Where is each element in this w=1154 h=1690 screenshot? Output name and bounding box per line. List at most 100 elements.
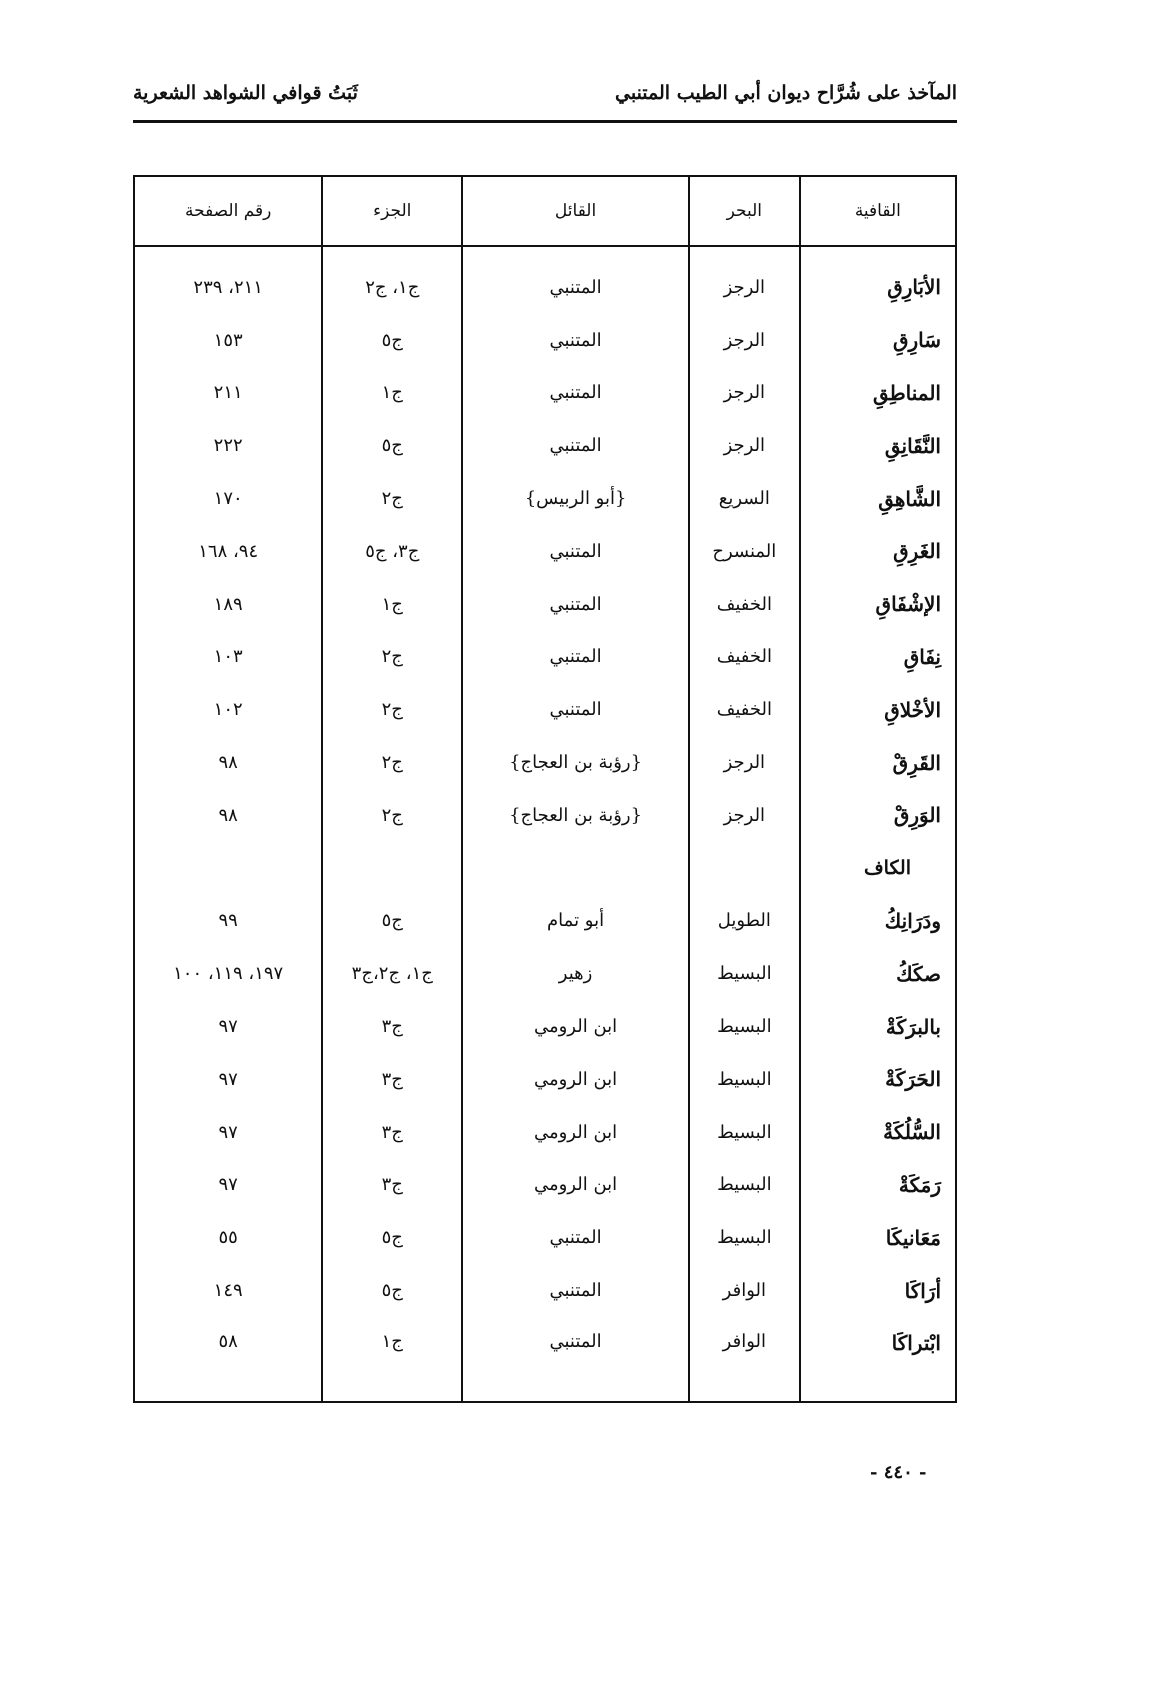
page-cell: ٢١١ <box>132 366 324 420</box>
qafia-cell: سَارِقِ <box>798 313 958 367</box>
juz-cell: ج٣ <box>321 1158 464 1212</box>
column-header-page: رقم الصفحة <box>132 175 324 247</box>
juz-cell: ج٣، ج٥ <box>321 524 464 578</box>
juz-cell: ج٢ <box>321 630 464 684</box>
bahr-cell: البسيط <box>687 1052 801 1106</box>
bahr-cell: البسيط <box>687 1211 801 1265</box>
qail-cell: ابن الرومي <box>461 1000 690 1053</box>
table-row: الأخْلاقِ الخفيف المتنبي ج٢ ١٠٢ <box>132 683 958 737</box>
juz-cell: ج٢ <box>321 683 464 737</box>
juz-cell: ج٥ <box>321 419 464 473</box>
qafia-cell: الحَرَكَةْ <box>798 1052 958 1106</box>
juz-cell: ج١، ج٢،ج٣ <box>321 947 464 1001</box>
table-row: بالبرَكَةْ البسيط ابن الرومي ج٣ ٩٧ <box>132 1000 958 1053</box>
page-cell: ١٠٣ <box>132 630 324 684</box>
qafia-cell: الشَّاهِقِ <box>798 472 958 525</box>
table-row: المناطِقِ الرجز المتنبي ج١ ٢١١ <box>132 366 958 420</box>
qail-cell: المتنبي <box>461 1211 690 1265</box>
qail-cell: المتنبي <box>461 1264 690 1317</box>
juz-cell: ج١، ج٢ <box>321 246 464 314</box>
qail-cell: المتنبي <box>461 1316 690 1402</box>
qafia-cell: النَّقَانِقِ <box>798 419 958 473</box>
page-cell: ١٤٩ <box>132 1264 324 1317</box>
bahr-cell: البسيط <box>687 1105 801 1159</box>
running-header-section-title: ثَبَتُ قوافي الشواهد الشعرية <box>133 82 358 104</box>
page-cell: ١٥٣ <box>132 313 324 367</box>
qafia-cell: مَعَانيكَا <box>798 1211 958 1265</box>
section-heading: الكاف <box>798 841 958 895</box>
qafia-cell: القَرِقْ <box>798 736 958 789</box>
table-row: السُّلُكَةْ البسيط ابن الرومي ج٣ ٩٧ <box>132 1105 958 1159</box>
juz-cell: ج٥ <box>321 1211 464 1265</box>
page-cell: ٩٨ <box>132 736 324 789</box>
qafia-cell: أرَاكَا <box>798 1264 958 1317</box>
table-row: الشَّاهِقِ السريع {أبو الربيس} ج٢ ١٧٠ <box>132 472 958 525</box>
column-header-juz: الجزء <box>321 175 464 247</box>
qafia-cell: رَمَكَةْ <box>798 1158 958 1212</box>
juz-cell: ج٣ <box>321 1105 464 1159</box>
bahr-cell: المنسرح <box>687 524 801 578</box>
bahr-cell: الخفيف <box>687 577 801 631</box>
qail-cell: ابن الرومي <box>461 1158 690 1212</box>
table-row: الأبَارِقِ الرجز المتنبي ج١، ج٢ ٢١١، ٢٣٩ <box>132 246 958 314</box>
table-row: الإشْفَاقِ الخفيف المتنبي ج١ ١٨٩ <box>132 577 958 631</box>
qail-cell: المتنبي <box>461 246 690 314</box>
table-row: الحَرَكَةْ البسيط ابن الرومي ج٣ ٩٧ <box>132 1052 958 1106</box>
bahr-cell: الرجز <box>687 736 801 789</box>
bahr-cell: الرجز <box>687 366 801 420</box>
page-cell: ١٧٠ <box>132 472 324 525</box>
bahr-cell: الوافر <box>687 1316 801 1402</box>
page-cell: ٩٨ <box>132 788 324 842</box>
page-cell: ٥٨ <box>132 1316 324 1402</box>
bahr-cell: الخفيف <box>687 630 801 684</box>
table-row: أرَاكَا الوافر المتنبي ج٥ ١٤٩ <box>132 1264 958 1317</box>
qail-cell: المتنبي <box>461 366 690 420</box>
qafia-cell: صكَكُ <box>798 947 958 1001</box>
table-row: ودَرَانِكُ الطويل أبو تمام ج٥ ٩٩ <box>132 894 958 948</box>
qafia-cell: المناطِقِ <box>798 366 958 420</box>
qail-cell: أبو تمام <box>461 894 690 948</box>
qail-cell: {رؤبة بن العجاج} <box>461 736 690 789</box>
bahr-cell: البسيط <box>687 1158 801 1212</box>
bahr-cell: البسيط <box>687 947 801 1001</box>
qail-cell: ابن الرومي <box>461 1052 690 1106</box>
juz-cell: ج٥ <box>321 894 464 948</box>
bahr-cell: الرجز <box>687 788 801 842</box>
qafia-cell: الإشْفَاقِ <box>798 577 958 631</box>
juz-cell: ج١ <box>321 1316 464 1402</box>
table-row: الغَرِقِ المنسرح المتنبي ج٣، ج٥ ٩٤، ١٦٨ <box>132 524 958 578</box>
juz-cell: ج٥ <box>321 313 464 367</box>
juz-cell: ج١ <box>321 366 464 420</box>
qafia-cell: السُّلُكَةْ <box>798 1105 958 1159</box>
qail-cell: {أبو الربيس} <box>461 472 690 525</box>
header-rule <box>133 120 957 123</box>
qafia-cell: بالبرَكَةْ <box>798 1000 958 1053</box>
bahr-cell: الخفيف <box>687 683 801 737</box>
qail-cell: المتنبي <box>461 313 690 367</box>
page-cell: ١٩٧، ١١٩، ١٠٠ <box>132 947 324 1001</box>
page-cell: ١٠٢ <box>132 683 324 737</box>
table-row: صكَكُ البسيط زهير ج١، ج٢،ج٣ ١٩٧، ١١٩، ١٠٠ <box>132 947 958 1001</box>
bahr-cell: الرجز <box>687 419 801 473</box>
qafia-cell: الأبَارِقِ <box>798 246 958 314</box>
page-cell: ٢١١، ٢٣٩ <box>132 246 324 314</box>
juz-cell: ج٢ <box>321 472 464 525</box>
section-heading-row: الكاف <box>132 841 958 895</box>
page-cell: ٥٥ <box>132 1211 324 1265</box>
table-row: القَرِقْ الرجز {رؤبة بن العجاج} ج٢ ٩٨ <box>132 736 958 789</box>
page-cell: ٩٤، ١٦٨ <box>132 524 324 578</box>
column-header-bahr: البحر <box>687 175 801 247</box>
qail-cell: المتنبي <box>461 524 690 578</box>
column-header-qail: القائل <box>461 175 690 247</box>
bahr-cell: الوافر <box>687 1264 801 1317</box>
qafia-cell: ودَرَانِكُ <box>798 894 958 948</box>
table-row: سَارِقِ الرجز المتنبي ج٥ ١٥٣ <box>132 313 958 367</box>
qail-cell: ابن الرومي <box>461 1105 690 1159</box>
page-cell: ٩٧ <box>132 1158 324 1212</box>
page-cell: ١٨٩ <box>132 577 324 631</box>
table-row: نِفَاقِ الخفيف المتنبي ج٢ ١٠٣ <box>132 630 958 684</box>
qafia-cell: ابْتراكَا <box>798 1316 958 1402</box>
juz-cell: ج١ <box>321 577 464 631</box>
bahr-cell: الطويل <box>687 894 801 948</box>
